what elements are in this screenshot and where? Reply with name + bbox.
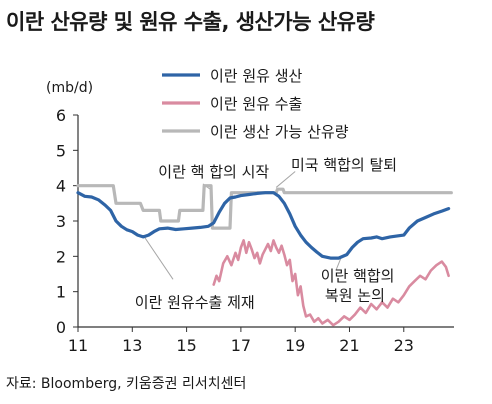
x-tick-label: 17 <box>231 336 251 355</box>
y-axis-ticks: 0 1 2 3 4 5 6 <box>56 106 78 337</box>
series-line-capacity <box>76 184 453 230</box>
chart-title: 이란 산유량 및 원유 수출, 생산가능 산유량 <box>6 10 375 34</box>
x-tick-label: 19 <box>285 336 305 355</box>
annotation-label: 복원 논의 <box>325 287 385 305</box>
callout-line <box>335 256 342 271</box>
x-tick-label: 23 <box>394 336 414 355</box>
annotation-callouts <box>142 171 342 280</box>
y-tick-label: 3 <box>56 212 66 231</box>
annotation-label: 이란 핵 합의 시작 <box>158 163 269 181</box>
y-tick-label: 1 <box>56 283 66 302</box>
y-unit-label: (mb/d) <box>46 80 93 96</box>
x-tick-label: 11 <box>68 336 88 355</box>
annotation-label: 이란 핵합의 <box>321 267 395 285</box>
x-tick-label: 21 <box>339 336 359 355</box>
series-lines <box>76 184 453 327</box>
y-tick-label: 0 <box>56 318 66 337</box>
series-line-production <box>76 191 451 260</box>
annotation-label: 이란 원유수출 제재 <box>135 294 255 312</box>
series-line-exports <box>212 239 450 327</box>
y-tick-label: 5 <box>56 141 66 160</box>
source-note: 자료: Bloomberg, 키움증권 리서치센터 <box>6 376 247 392</box>
y-tick-label: 2 <box>56 247 66 266</box>
legend-label: 이란 원유 수출 <box>210 95 302 113</box>
x-tick-label: 13 <box>122 336 142 355</box>
y-tick-label: 4 <box>56 177 66 196</box>
x-axis-ticks: 11 13 15 17 19 21 23 <box>68 327 414 355</box>
legend-label: 이란 생산 가능 산유량 <box>210 123 349 141</box>
callout-line <box>142 234 174 280</box>
y-tick-label: 6 <box>56 106 66 125</box>
callout-line <box>275 171 296 188</box>
annotation-label: 미국 핵합의 탈퇴 <box>291 156 397 174</box>
x-tick-label: 15 <box>176 336 196 355</box>
legend-label: 이란 원유 생산 <box>210 67 303 85</box>
